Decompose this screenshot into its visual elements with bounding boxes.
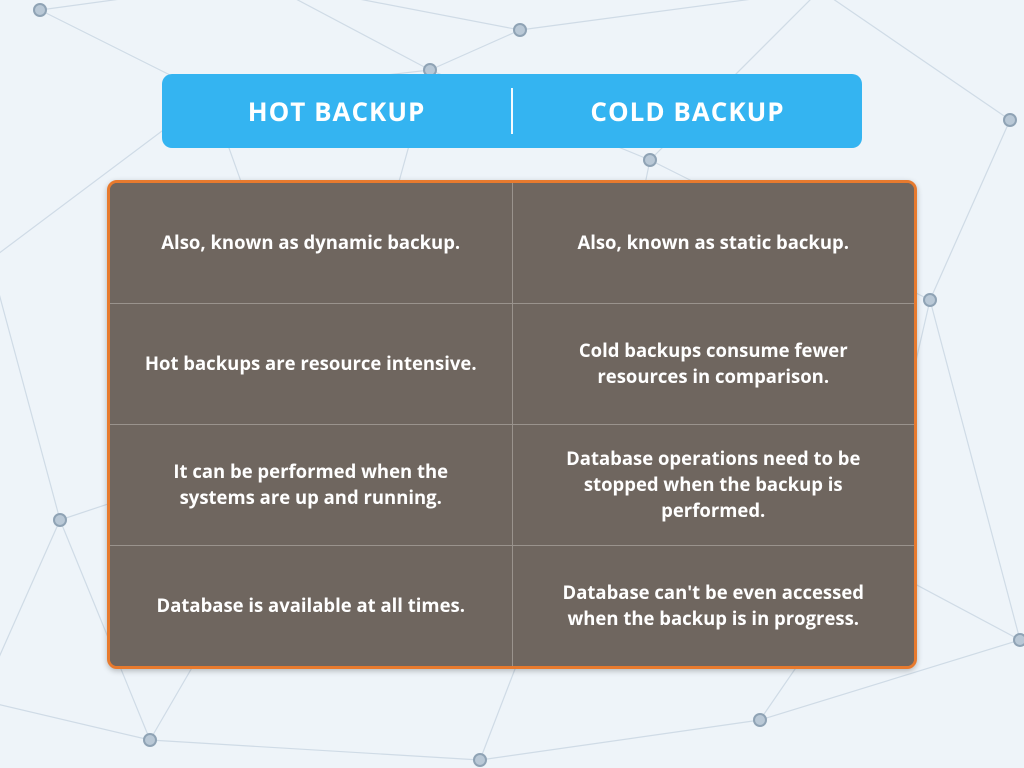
- table-row: Hot backups are resource intensive.Cold …: [110, 304, 914, 424]
- infographic-stage: HOT BACKUP COLD BACKUP Also, known as dy…: [0, 0, 1024, 768]
- table-row: It can be performed when the systems are…: [110, 425, 914, 545]
- cell-hot: Hot backups are resource intensive.: [110, 304, 512, 424]
- cell-hot: Also, known as dynamic backup.: [110, 183, 512, 303]
- comparison-table: Also, known as dynamic backup.Also, know…: [107, 180, 917, 669]
- table-row: Also, known as dynamic backup.Also, know…: [110, 183, 914, 303]
- comparison-header: HOT BACKUP COLD BACKUP: [162, 74, 862, 148]
- cell-cold: Also, known as static backup.: [513, 183, 915, 303]
- header-right-label: COLD BACKUP: [513, 93, 862, 129]
- cell-hot: It can be performed when the systems are…: [110, 425, 512, 545]
- header-divider: [511, 88, 513, 134]
- cell-hot: Database is available at all times.: [110, 546, 512, 666]
- cell-cold: Database can't be even accessed when the…: [513, 546, 915, 666]
- header-left-label: HOT BACKUP: [162, 93, 511, 129]
- cell-cold: Database operations need to be stopped w…: [513, 425, 915, 545]
- table-row: Database is available at all times.Datab…: [110, 546, 914, 666]
- cell-cold: Cold backups consume fewer resources in …: [513, 304, 915, 424]
